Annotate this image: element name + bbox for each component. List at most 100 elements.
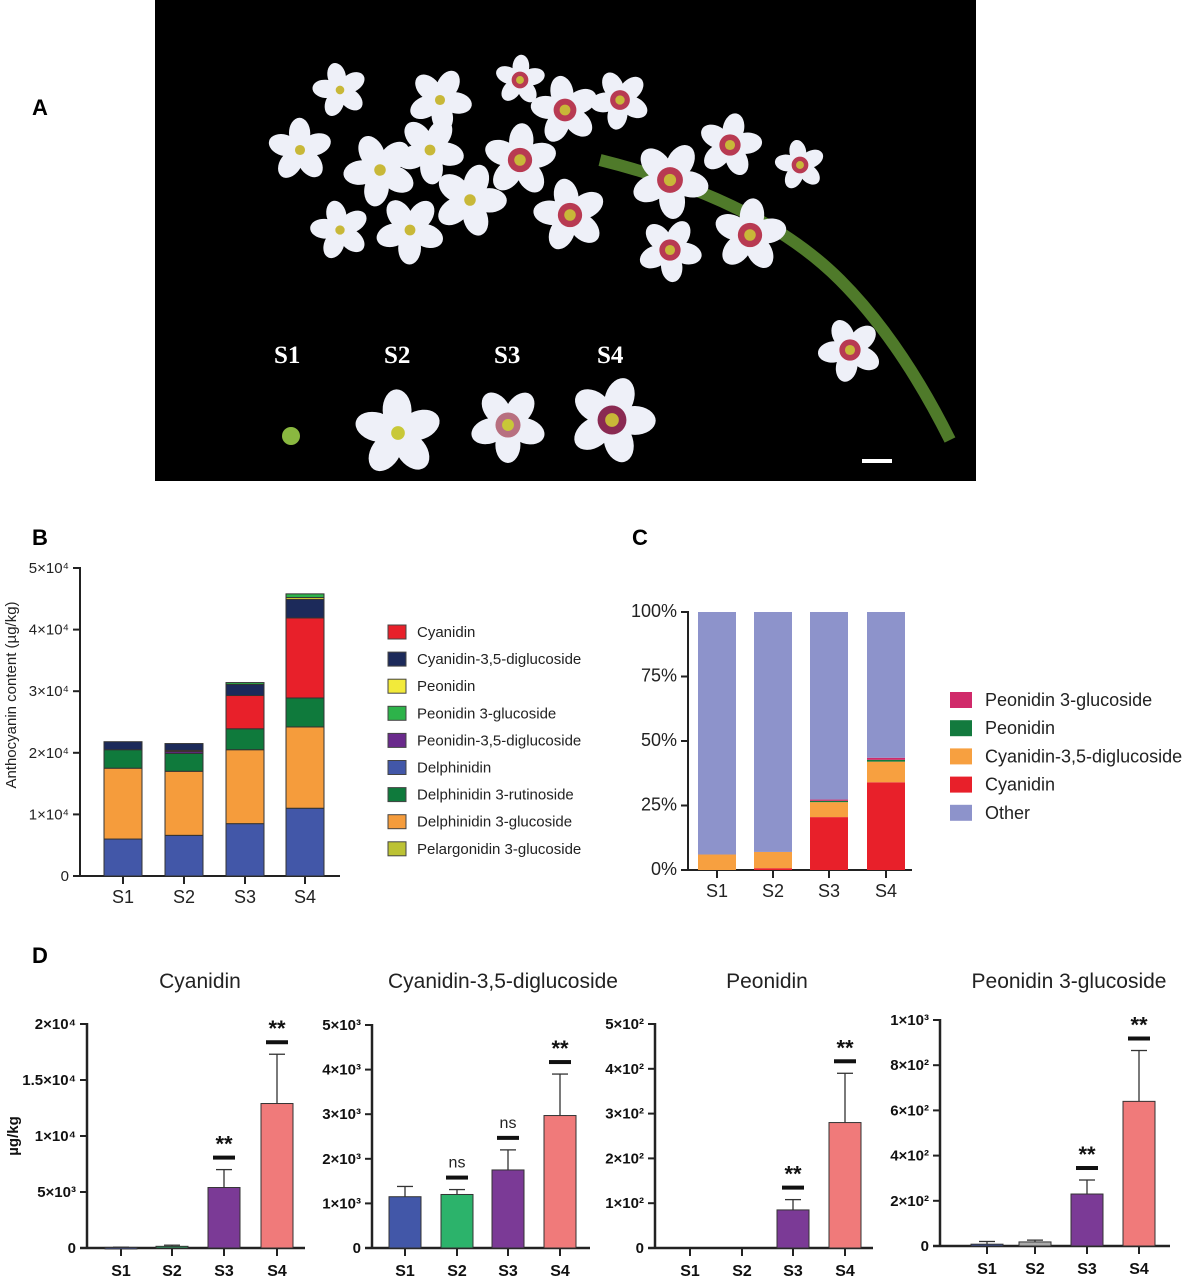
significance-line <box>1128 1036 1150 1041</box>
photo-label-s4: S4 <box>597 342 624 369</box>
legend-swatch <box>387 732 407 748</box>
legend-label: Delphinidin <box>417 760 491 777</box>
flower-center <box>744 229 756 241</box>
legend-swatch <box>387 651 407 667</box>
y-tick-label: 25% <box>641 795 677 815</box>
flower-center <box>434 94 446 106</box>
bar-segment <box>754 612 792 852</box>
bar-segment <box>285 697 325 728</box>
flower <box>485 123 556 193</box>
x-tick-label: S1 <box>112 887 134 907</box>
y-tick-label: 0 <box>636 1240 644 1257</box>
bar-segment <box>698 612 736 855</box>
legend-label: Peonidin <box>417 678 475 695</box>
flower <box>438 164 507 236</box>
flower-center <box>294 144 306 156</box>
flower-petal <box>268 134 299 157</box>
chart-c-percent-content: 0% 25% 50% 75% 100% S1 S2 S3 S4 Peonidin 3-glucos… <box>631 601 1182 901</box>
flower <box>574 378 656 463</box>
x-tick-label: S2 <box>732 1263 752 1277</box>
flower <box>268 117 331 178</box>
y-tick-label: 3×10³ <box>322 1106 361 1123</box>
bar-segment <box>810 802 848 818</box>
x-tick-label: S4 <box>875 881 897 901</box>
x-tick-label: S3 <box>783 1263 803 1277</box>
panel-letter-c: C <box>632 525 648 550</box>
y-tick-label: 3×10⁴ <box>29 683 69 700</box>
legend-label: Peonidin <box>985 718 1055 738</box>
bar-segment <box>754 868 792 870</box>
flower <box>639 221 702 283</box>
chart-title: Peonidin <box>726 970 808 993</box>
flower-center <box>664 244 676 256</box>
flower <box>530 75 597 142</box>
flower <box>533 178 604 250</box>
bar <box>155 1245 189 1249</box>
legend-label: Cyanidin <box>417 624 475 641</box>
x-tick-label: S1 <box>111 1263 131 1277</box>
flower-center <box>796 161 804 169</box>
flower <box>496 54 545 103</box>
y-tick-label: 0 <box>61 868 69 885</box>
flower-petal <box>410 223 444 249</box>
bar-segment <box>164 752 204 772</box>
bar <box>440 1193 474 1249</box>
flower-petal <box>339 88 363 111</box>
y-tick-label: 8×10² <box>890 1057 929 1074</box>
flower-petal <box>394 432 430 470</box>
scale-bar <box>862 459 892 463</box>
flower-center <box>464 194 476 206</box>
flower-petal <box>368 432 403 472</box>
significance-label: ** <box>784 1162 802 1187</box>
flower-petal <box>358 135 386 170</box>
significance-line <box>446 1175 468 1180</box>
flower-center <box>502 419 514 431</box>
legend-label: Peonidin 3-glucoside <box>417 705 556 722</box>
legend-label: Peonidin-3,5-diglucoside <box>417 732 581 749</box>
y-tick-label: 1×10³ <box>890 1012 929 1029</box>
significance-label: ** <box>1130 1013 1148 1038</box>
flower-petal <box>415 74 442 102</box>
bar-segment <box>103 741 143 751</box>
legend-swatch <box>950 776 972 793</box>
photo-label-s1: S1 <box>274 342 300 369</box>
flower <box>774 139 824 189</box>
y-tick-label: 0 <box>68 1240 76 1257</box>
chart-b-stacked-content: 0 1×10⁴ 2×10⁴ 3×10⁴ 4×10⁴ 5×10⁴ S1 S2 S3 S4 Anthoc… <box>3 560 581 907</box>
y-tick-label: 50% <box>641 730 677 750</box>
y-tick-label: 100% <box>631 601 677 621</box>
x-tick-label: S2 <box>1025 1261 1045 1277</box>
legend-label: Pelargonidin 3-glucoside <box>417 841 581 858</box>
y-tick-label: 4×10⁴ <box>29 622 69 639</box>
significance-line <box>266 1040 288 1045</box>
flower-center <box>559 104 571 116</box>
flower <box>312 62 365 116</box>
flower-petal <box>297 149 323 178</box>
chart-d-2-content: Cyanidin-3,5-diglucoside 0 1×10³ 2×10³ 3×10³… <box>322 970 618 1277</box>
y-tick-label: 5×10⁴ <box>29 560 69 577</box>
significance-label: ** <box>551 1036 569 1061</box>
photo-label-s2: S2 <box>384 342 410 369</box>
y-tick-label: 5×10² <box>605 1016 644 1033</box>
photo-label-s3: S3 <box>494 342 520 369</box>
flower <box>633 144 709 219</box>
legend-label: Delphinidin 3-glucoside <box>417 814 572 831</box>
significance-line <box>213 1155 235 1160</box>
y-tick-label: 75% <box>641 666 677 686</box>
bar-segment <box>103 749 143 769</box>
flower-petal <box>438 174 471 203</box>
significance-label: ** <box>1078 1142 1096 1167</box>
y-axis-label: µg/kg <box>5 1116 22 1155</box>
x-tick-label: S3 <box>214 1263 234 1277</box>
flower-center <box>663 173 677 187</box>
bar <box>388 1196 422 1249</box>
x-tick-label: S1 <box>680 1263 700 1277</box>
bar-segment <box>225 823 265 877</box>
flower-center <box>404 224 416 236</box>
chart-title: Cyanidin-3,5-diglucoside <box>388 970 618 993</box>
bar-segment <box>867 759 905 762</box>
bar-segment <box>867 757 905 760</box>
flower-photo: S1 S2 S3 S4 <box>155 0 976 481</box>
x-tick-label: S4 <box>550 1263 570 1277</box>
